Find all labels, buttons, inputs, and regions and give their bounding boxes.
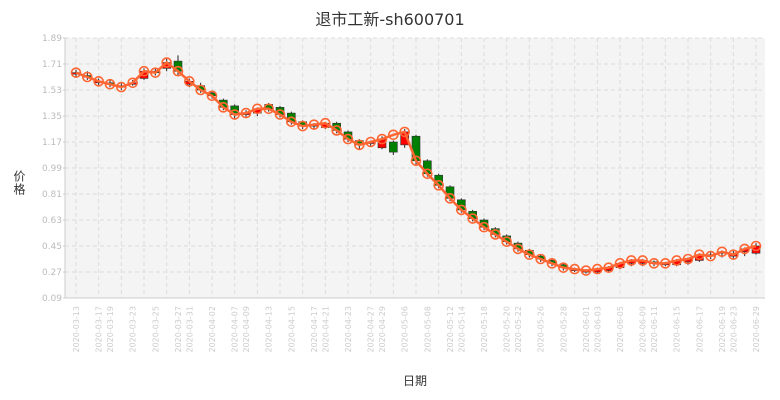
x-tick-label: 2020-06-23 (729, 306, 738, 353)
x-tick-label: 2020-03-25 (151, 306, 160, 353)
x-tick-label: 2020-06-05 (616, 306, 625, 353)
y-tick-label: 0.27 (42, 268, 62, 278)
x-tick-label: 2020-03-13 (72, 306, 81, 353)
x-tick-label: 2020-05-08 (423, 306, 432, 353)
x-tick-label: 2020-06-01 (582, 306, 591, 353)
x-tick-label: 2020-04-09 (242, 306, 251, 353)
candle-down[interactable] (389, 142, 397, 152)
x-tick-label: 2020-03-27 (174, 306, 183, 353)
x-tick-label: 2020-03-31 (185, 306, 194, 353)
x-tick-label: 2020-05-22 (514, 306, 523, 353)
x-tick-label: 2020-05-20 (503, 306, 512, 353)
x-tick-label: 2020-04-21 (321, 306, 330, 353)
y-tick-label: 0.45 (42, 242, 62, 252)
y-tick-label: 0.99 (42, 164, 62, 174)
x-tick-label: 2020-04-23 (344, 306, 353, 353)
y-tick-label: 1.53 (42, 86, 62, 96)
x-tick-label: 2020-04-13 (265, 306, 274, 353)
x-tick-label: 2020-06-19 (718, 306, 727, 353)
x-tick-label: 2020-04-27 (367, 306, 376, 353)
x-tick-label: 2020-04-17 (310, 306, 319, 353)
y-tick-label: 0.81 (42, 190, 62, 200)
x-tick-label: 2020-06-03 (593, 306, 602, 353)
y-tick-label: 1.35 (42, 112, 62, 122)
x-tick-label: 2020-04-15 (287, 306, 296, 353)
x-tick-label: 2020-05-12 (446, 306, 455, 353)
x-tick-labels: 2020-03-13 2020-03-17 2020-03-19 2020-03-23… (72, 306, 761, 353)
y-tick-label: 0.63 (42, 216, 62, 226)
x-tick-label: 2020-04-07 (231, 306, 240, 353)
y-tick-label: 1.89 (42, 34, 62, 44)
x-tick-label: 2020-05-28 (559, 306, 568, 353)
y-tick-labels: 0.09 0.27 0.45 0.63 0.81 0.99 1.17 1.35 1.53 1.71… (42, 34, 65, 304)
x-tick-label: 2020-05-14 (457, 306, 466, 353)
x-tick-label: 2020-03-23 (129, 306, 138, 353)
x-tick-label: 2020-04-29 (378, 306, 387, 353)
x-tick-label: 2020-04-02 (208, 306, 217, 353)
x-tick-label: 2020-03-19 (106, 306, 115, 353)
x-tick-label: 2020-06-11 (650, 306, 659, 353)
x-tick-label: 2020-03-17 (95, 306, 104, 353)
x-tick-label: 2020-06-09 (639, 306, 648, 353)
y-tick-label: 1.71 (42, 60, 62, 70)
x-tick-label: 2020-06-15 (673, 306, 682, 353)
y-tick-label: 0.09 (42, 294, 62, 304)
x-tick-label: 2020-05-18 (480, 306, 489, 353)
x-tick-label: 2020-05-06 (401, 306, 410, 353)
x-tick-label: 2020-05-26 (537, 306, 546, 353)
x-tick-label: 2020-06-17 (695, 306, 704, 353)
x-tick-label: 2020-06-29 (752, 306, 761, 353)
y-tick-label: 1.17 (42, 138, 62, 148)
